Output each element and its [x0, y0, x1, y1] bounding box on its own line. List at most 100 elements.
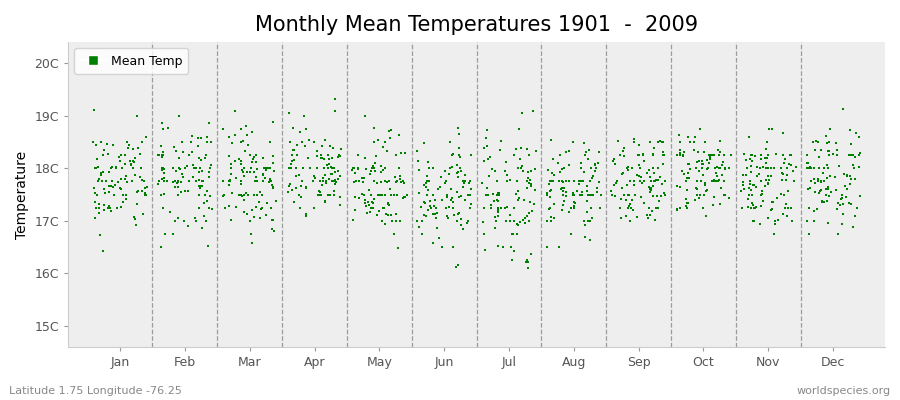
Point: [381, 199, 395, 206]
Point: [376, 166, 391, 173]
Point: [688, 197, 702, 204]
Point: [778, 177, 793, 183]
Point: [334, 146, 348, 152]
Point: [103, 188, 117, 195]
Point: [451, 174, 465, 180]
Point: [490, 196, 504, 203]
Point: [389, 211, 403, 217]
Point: [807, 165, 822, 172]
Point: [204, 139, 219, 145]
Point: [104, 182, 118, 189]
Point: [182, 178, 196, 185]
Point: [736, 151, 751, 157]
Point: [387, 191, 401, 198]
Point: [554, 178, 569, 185]
Point: [452, 144, 466, 151]
Point: [753, 191, 768, 198]
Point: [619, 197, 634, 204]
Point: [760, 215, 775, 221]
Point: [620, 164, 634, 170]
Point: [94, 139, 108, 145]
Point: [554, 207, 569, 213]
Point: [92, 210, 106, 216]
Point: [158, 231, 173, 237]
Point: [177, 218, 192, 224]
Point: [426, 191, 440, 198]
Point: [742, 184, 756, 191]
Point: [294, 178, 309, 185]
Point: [389, 152, 403, 158]
Point: [512, 194, 526, 201]
Point: [433, 184, 447, 190]
Point: [743, 178, 758, 184]
Point: [582, 218, 597, 224]
Point: [479, 191, 493, 198]
Point: [816, 165, 831, 172]
Point: [670, 207, 685, 213]
Point: [301, 155, 315, 161]
Point: [356, 191, 371, 198]
Point: [811, 176, 825, 182]
Point: [830, 146, 844, 153]
Point: [115, 191, 130, 198]
Point: [721, 195, 735, 201]
Point: [692, 191, 706, 198]
Point: [445, 164, 459, 170]
Point: [583, 165, 598, 172]
Point: [776, 211, 790, 217]
Point: [581, 156, 596, 162]
Point: [249, 178, 264, 185]
Point: [104, 165, 118, 172]
Point: [374, 218, 389, 224]
Point: [267, 228, 282, 234]
Point: [125, 158, 140, 164]
Point: [160, 178, 175, 185]
Point: [192, 155, 206, 162]
Text: worldspecies.org: worldspecies.org: [796, 386, 891, 396]
Point: [195, 178, 210, 185]
Point: [415, 218, 429, 224]
Point: [481, 156, 495, 162]
Point: [508, 218, 522, 224]
Point: [440, 213, 454, 219]
Point: [820, 162, 834, 168]
Point: [96, 147, 111, 153]
Point: [454, 222, 469, 228]
Point: [219, 204, 233, 211]
Point: [822, 192, 836, 199]
Point: [191, 143, 205, 149]
Point: [543, 178, 557, 185]
Point: [202, 174, 216, 180]
Point: [476, 231, 491, 237]
Point: [553, 152, 567, 158]
Point: [754, 188, 769, 194]
Point: [138, 185, 152, 192]
Point: [199, 151, 213, 158]
Point: [193, 165, 207, 172]
Point: [625, 165, 639, 172]
Point: [716, 152, 731, 158]
Point: [672, 147, 687, 153]
Point: [87, 199, 102, 206]
Point: [428, 211, 443, 217]
Point: [523, 199, 537, 206]
Point: [480, 127, 494, 134]
Point: [233, 178, 248, 185]
Point: [381, 200, 395, 207]
Point: [637, 158, 652, 164]
Point: [438, 205, 453, 212]
Point: [89, 142, 104, 148]
Point: [642, 204, 656, 211]
Point: [710, 173, 724, 179]
Point: [356, 175, 371, 181]
Point: [628, 191, 643, 198]
Point: [223, 178, 238, 185]
Point: [116, 198, 130, 205]
Point: [511, 188, 526, 194]
Point: [711, 178, 725, 185]
Point: [681, 134, 696, 141]
Point: [820, 140, 834, 146]
Point: [613, 204, 627, 211]
Point: [356, 179, 370, 185]
Point: [385, 218, 400, 224]
